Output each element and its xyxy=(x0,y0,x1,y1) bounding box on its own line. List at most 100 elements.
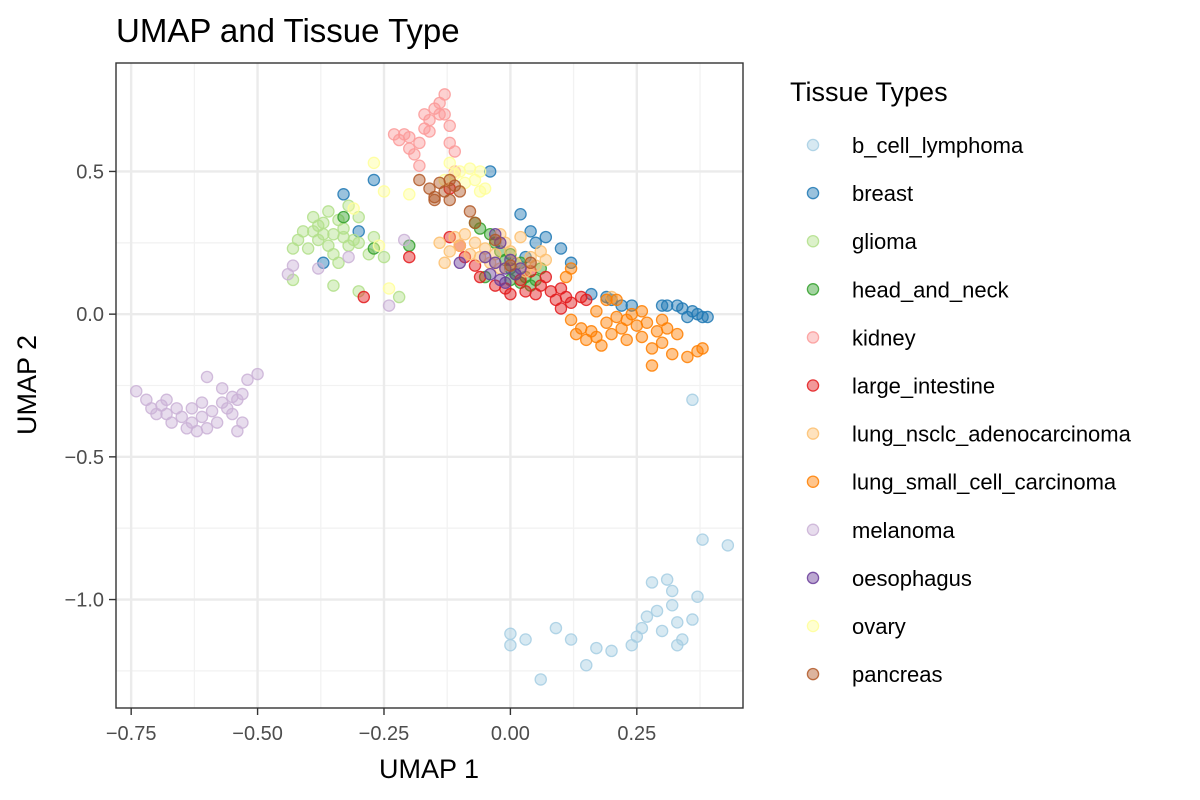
data-point-kidney xyxy=(423,125,436,138)
x-tick-label: −0.25 xyxy=(359,723,410,745)
data-point-b_cell_lymphoma xyxy=(676,633,689,646)
data-point-lung_small_cell_carcinoma xyxy=(640,316,654,329)
data-point-melanoma xyxy=(312,262,325,275)
legend-key-melanoma xyxy=(806,523,820,537)
data-point-lung_small_cell_carcinoma xyxy=(655,313,669,327)
data-point-lung_small_cell_carcinoma xyxy=(620,333,633,347)
plot-panel xyxy=(115,62,744,709)
data-point-melanoma xyxy=(195,396,209,409)
data-point-melanoma xyxy=(190,424,204,438)
data-point-pancreas xyxy=(468,216,482,230)
data-point-lung_nsclc_adenocarcinoma xyxy=(504,245,517,258)
data-point-b_cell_lymphoma xyxy=(504,638,517,652)
x-axis: −0.75 −0.50 −0.25 0.00 0.25 xyxy=(106,708,656,745)
data-point-breast xyxy=(539,230,553,244)
data-point-oesophagus xyxy=(483,267,497,281)
data-point-glioma xyxy=(322,205,335,218)
data-point-glioma xyxy=(296,225,310,238)
legend-key-oesophagus xyxy=(806,571,820,585)
data-point-b_cell_lymphoma xyxy=(605,644,618,658)
data-point-lung_small_cell_carcinoma xyxy=(590,305,603,318)
data-point-oesophagus xyxy=(499,276,512,290)
data-point-lung_small_cell_carcinoma xyxy=(645,359,659,372)
data-point-large_intestine xyxy=(504,287,517,301)
data-point-oesophagus xyxy=(478,250,492,264)
data-point-melanoma xyxy=(397,233,411,247)
data-point-lung_nsclc_adenocarcinoma xyxy=(514,230,527,244)
data-point-b_cell_lymphoma xyxy=(635,621,649,635)
legend-key-breast xyxy=(806,186,820,200)
data-point-b_cell_lymphoma xyxy=(549,621,563,635)
data-point-lung_small_cell_carcinoma xyxy=(635,305,649,318)
data-point-lung_nsclc_adenocarcinoma xyxy=(458,227,472,241)
data-point-pancreas xyxy=(443,193,456,207)
data-point-b_cell_lymphoma xyxy=(671,616,684,629)
legend-label-kidney: kidney xyxy=(852,325,916,350)
data-point-b_cell_lymphoma xyxy=(590,641,603,655)
data-point-breast xyxy=(625,299,639,312)
data-point-b_cell_lymphoma xyxy=(564,633,578,646)
data-point-melanoma xyxy=(286,259,300,272)
data-point-pancreas xyxy=(463,205,477,218)
data-point-melanoma xyxy=(195,410,209,424)
data-point-melanoma xyxy=(165,416,178,429)
data-point-kidney xyxy=(403,130,416,144)
data-point-kidney xyxy=(438,108,451,121)
data-point-pancreas xyxy=(524,256,537,270)
data-point-b_cell_lymphoma xyxy=(534,673,547,686)
y-tick-label: 0.0 xyxy=(76,304,104,326)
legend-label-lung_small_cell_carcinoma: lung_small_cell_carcinoma xyxy=(852,470,1117,495)
legend-key-ovary xyxy=(806,619,820,633)
data-point-oesophagus xyxy=(453,256,467,270)
data-point-melanoma xyxy=(200,370,214,384)
data-point-breast xyxy=(337,188,350,201)
data-point-lung_nsclc_adenocarcinoma xyxy=(478,242,492,255)
legend-label-melanoma: melanoma xyxy=(852,518,955,543)
data-point-melanoma xyxy=(342,250,355,264)
data-point-lung_small_cell_carcinoma xyxy=(605,327,618,341)
data-point-kidney xyxy=(438,88,451,101)
data-point-glioma xyxy=(352,236,365,250)
data-point-lung_small_cell_carcinoma xyxy=(620,313,633,327)
data-point-melanoma xyxy=(200,422,214,435)
x-tick-label: −0.50 xyxy=(232,723,283,745)
data-point-ovary xyxy=(347,202,360,215)
data-point-b_cell_lymphoma xyxy=(519,633,532,646)
data-point-glioma xyxy=(301,242,315,255)
y-tick-label: 0.5 xyxy=(76,161,104,183)
data-point-lung_small_cell_carcinoma xyxy=(564,313,578,327)
data-point-b_cell_lymphoma xyxy=(580,658,593,672)
data-point-lung_small_cell_carcinoma xyxy=(630,319,644,332)
legend-key-kidney xyxy=(806,331,820,344)
data-point-melanoma xyxy=(215,382,229,395)
y-axis: 0.5 0.0 −0.5 −1.0 xyxy=(65,161,116,612)
data-point-ovary xyxy=(367,156,381,170)
legend-label-head_and_neck: head_and_neck xyxy=(852,277,1010,302)
data-point-b_cell_lymphoma xyxy=(691,590,704,603)
data-point-melanoma xyxy=(236,416,249,429)
data-point-large_intestine xyxy=(580,293,593,307)
data-point-glioma xyxy=(327,227,340,241)
data-point-ovary xyxy=(382,282,396,295)
legend-label-glioma: glioma xyxy=(852,229,918,254)
data-point-lung_small_cell_carcinoma xyxy=(671,327,684,341)
data-point-kidney xyxy=(448,145,462,158)
legend-label-ovary: ovary xyxy=(852,614,906,639)
data-point-melanoma xyxy=(175,410,188,424)
data-point-glioma xyxy=(392,290,406,304)
data-point-lung_nsclc_adenocarcinoma xyxy=(539,253,553,267)
x-tick-label: 0.25 xyxy=(617,723,656,745)
data-point-kidney xyxy=(408,148,421,161)
data-point-lung_small_cell_carcinoma xyxy=(635,330,649,344)
legend-label-b_cell_lymphoma: b_cell_lymphoma xyxy=(852,133,1024,158)
data-point-melanoma xyxy=(241,373,254,387)
x-tick-label: 0.00 xyxy=(491,723,530,745)
data-point-glioma xyxy=(337,222,350,235)
legend-title: Tissue Types xyxy=(790,77,948,107)
data-point-melanoma xyxy=(236,387,249,401)
data-point-kidney xyxy=(413,159,426,172)
data-point-b_cell_lymphoma xyxy=(686,393,699,407)
data-point-melanoma xyxy=(160,393,173,407)
data-point-lung_nsclc_adenocarcinoma xyxy=(463,247,477,261)
